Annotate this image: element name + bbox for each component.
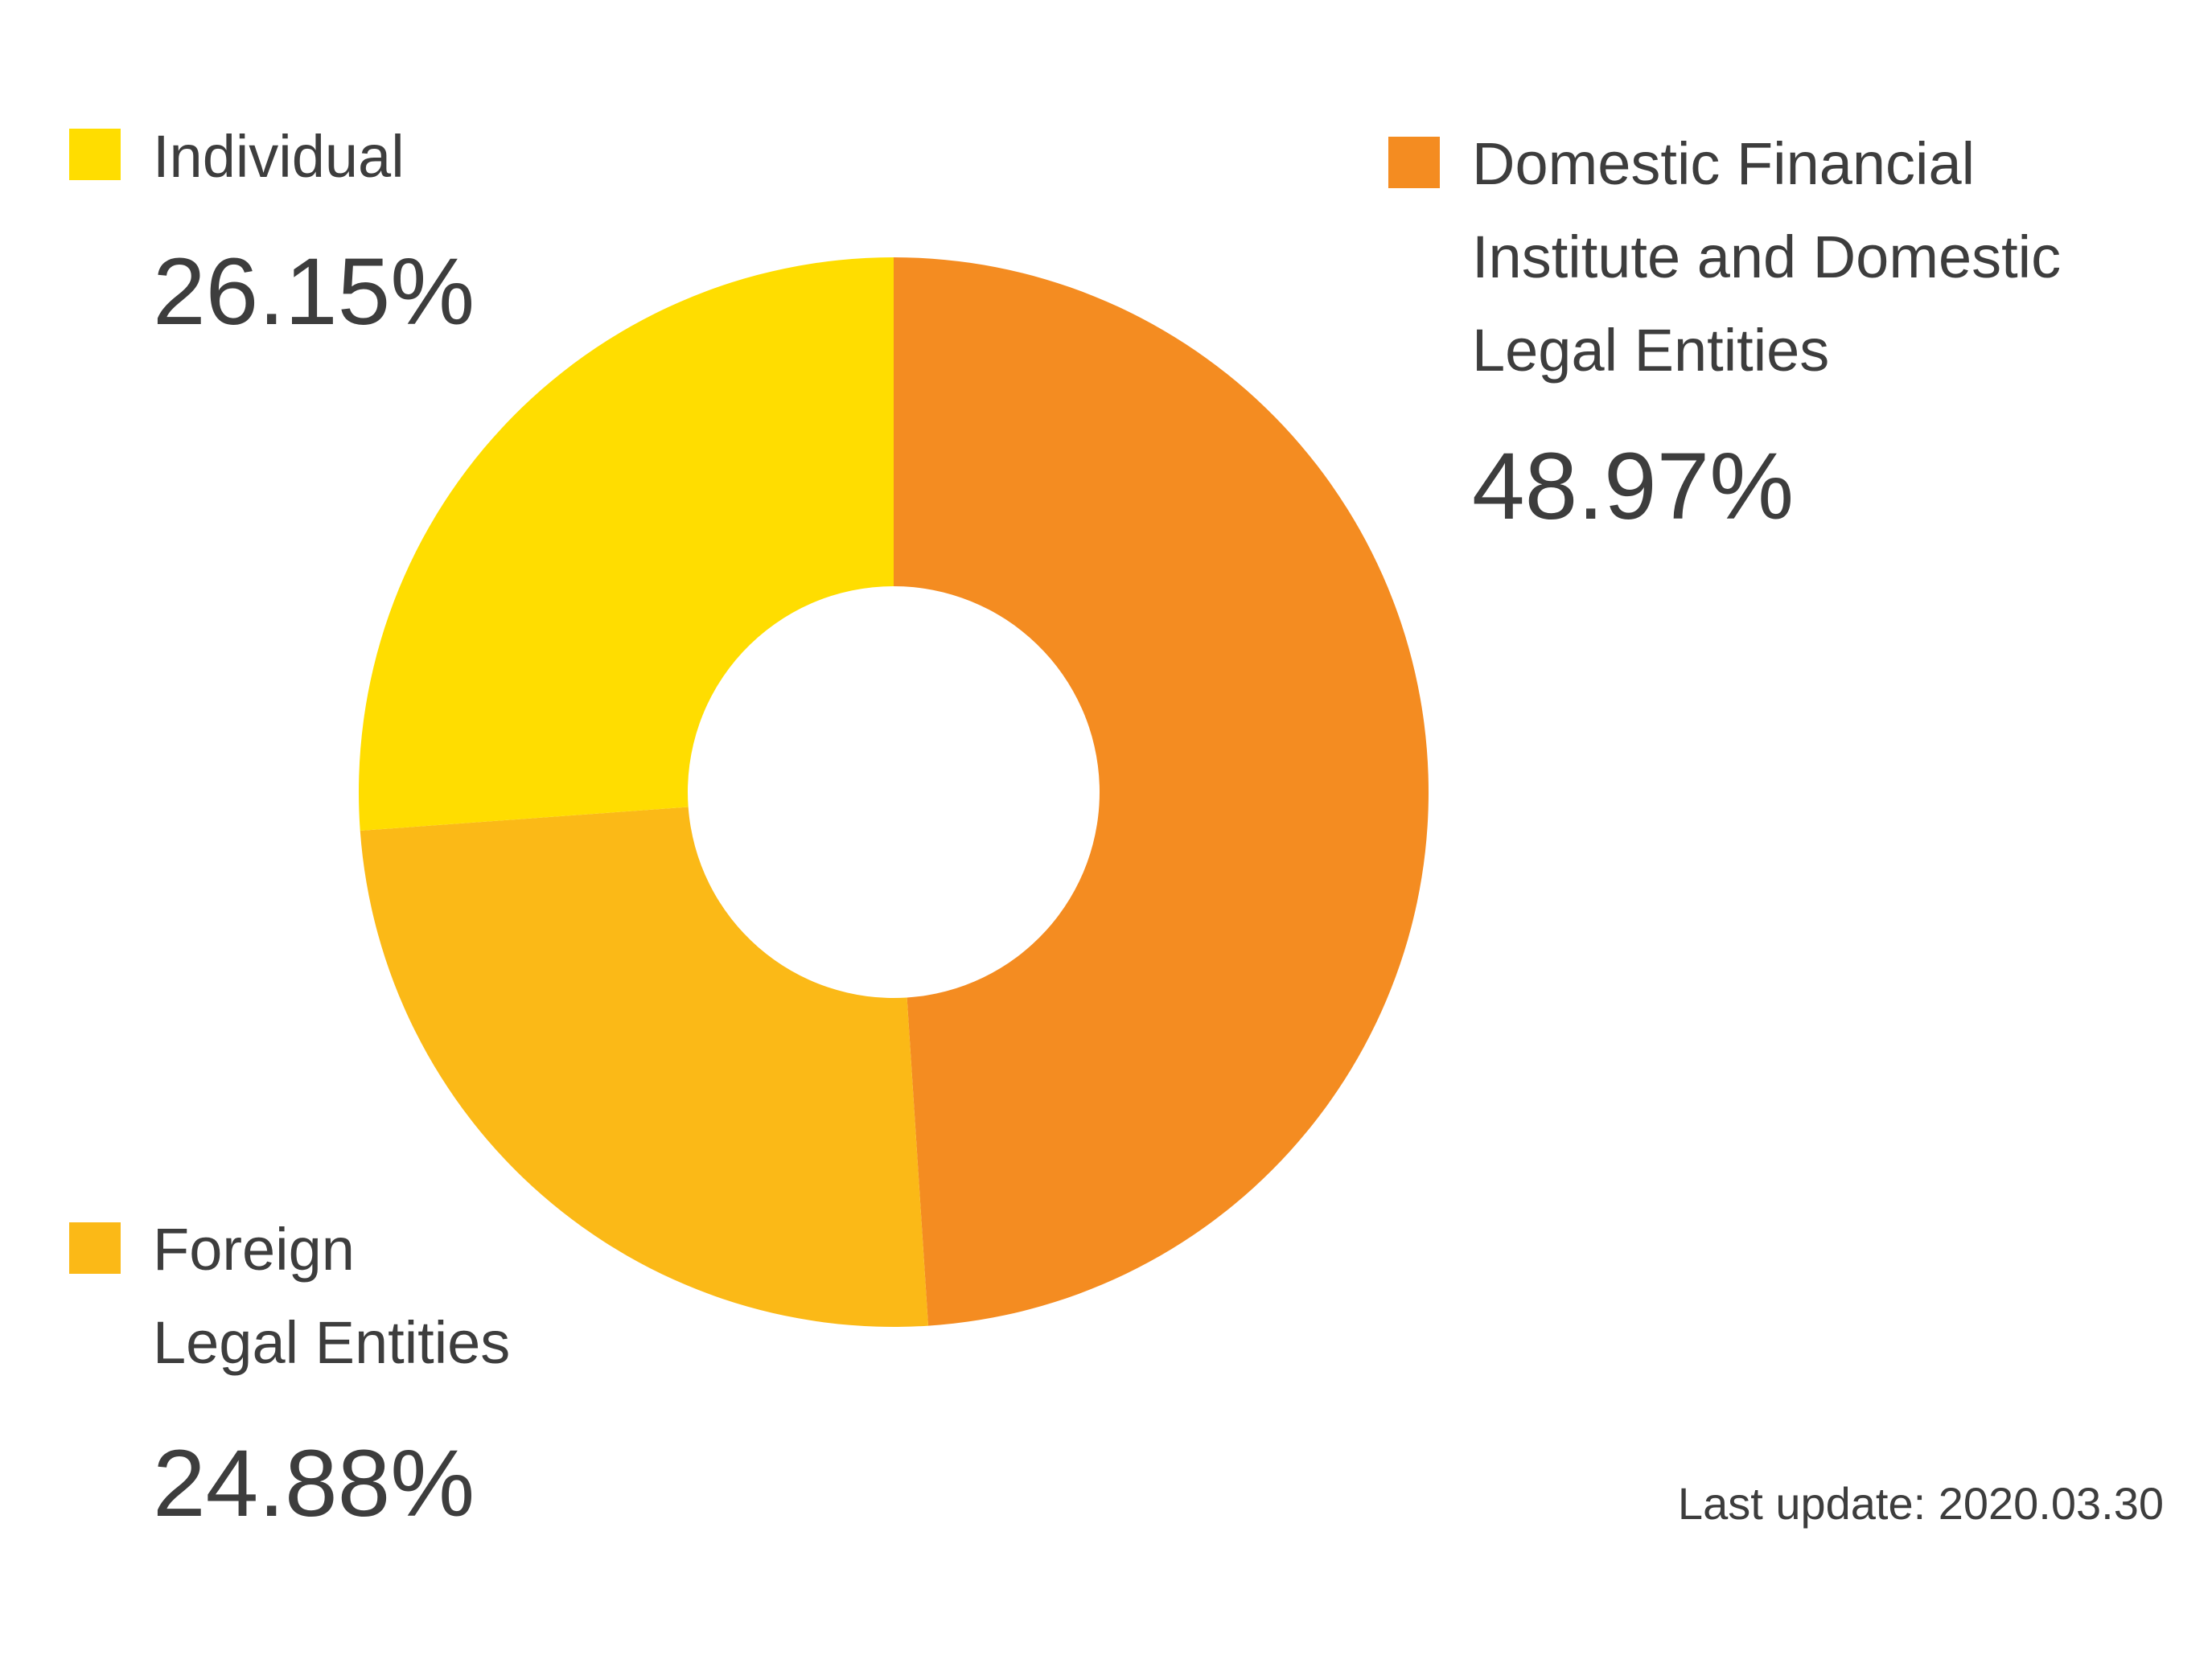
legend-label-line: Legal Entities [1472,317,1830,384]
legend-label-line: Legal Entities [153,1309,511,1376]
legend-value-domestic: 48.97% [1472,433,1795,540]
legend-value-foreign: 24.88% [153,1431,475,1537]
donut-slice-2 [358,257,894,832]
legend-label-individual: Individual [153,110,405,203]
donut-slice-1 [360,807,929,1327]
legend-label-line: Individual [153,123,405,190]
last-update-note: Last update: 2020.03.30 [1677,1478,2164,1529]
donut-slice-0 [894,257,1429,1326]
legend-swatch-domestic [1388,137,1440,188]
legend-label-line: Foreign [153,1216,355,1283]
legend-label-line: Institute and Domestic [1472,224,2062,290]
legend-value-individual: 26.15% [153,239,475,345]
legend-label-line: Domestic Financial [1472,130,1976,197]
legend-label-domestic: Domestic Financial Institute and Domesti… [1472,117,2061,397]
donut-slices [358,257,1429,1327]
legend-label-foreign: Foreign Legal Entities [153,1203,510,1390]
legend-swatch-individual [69,129,121,180]
legend-swatch-foreign [69,1222,121,1274]
